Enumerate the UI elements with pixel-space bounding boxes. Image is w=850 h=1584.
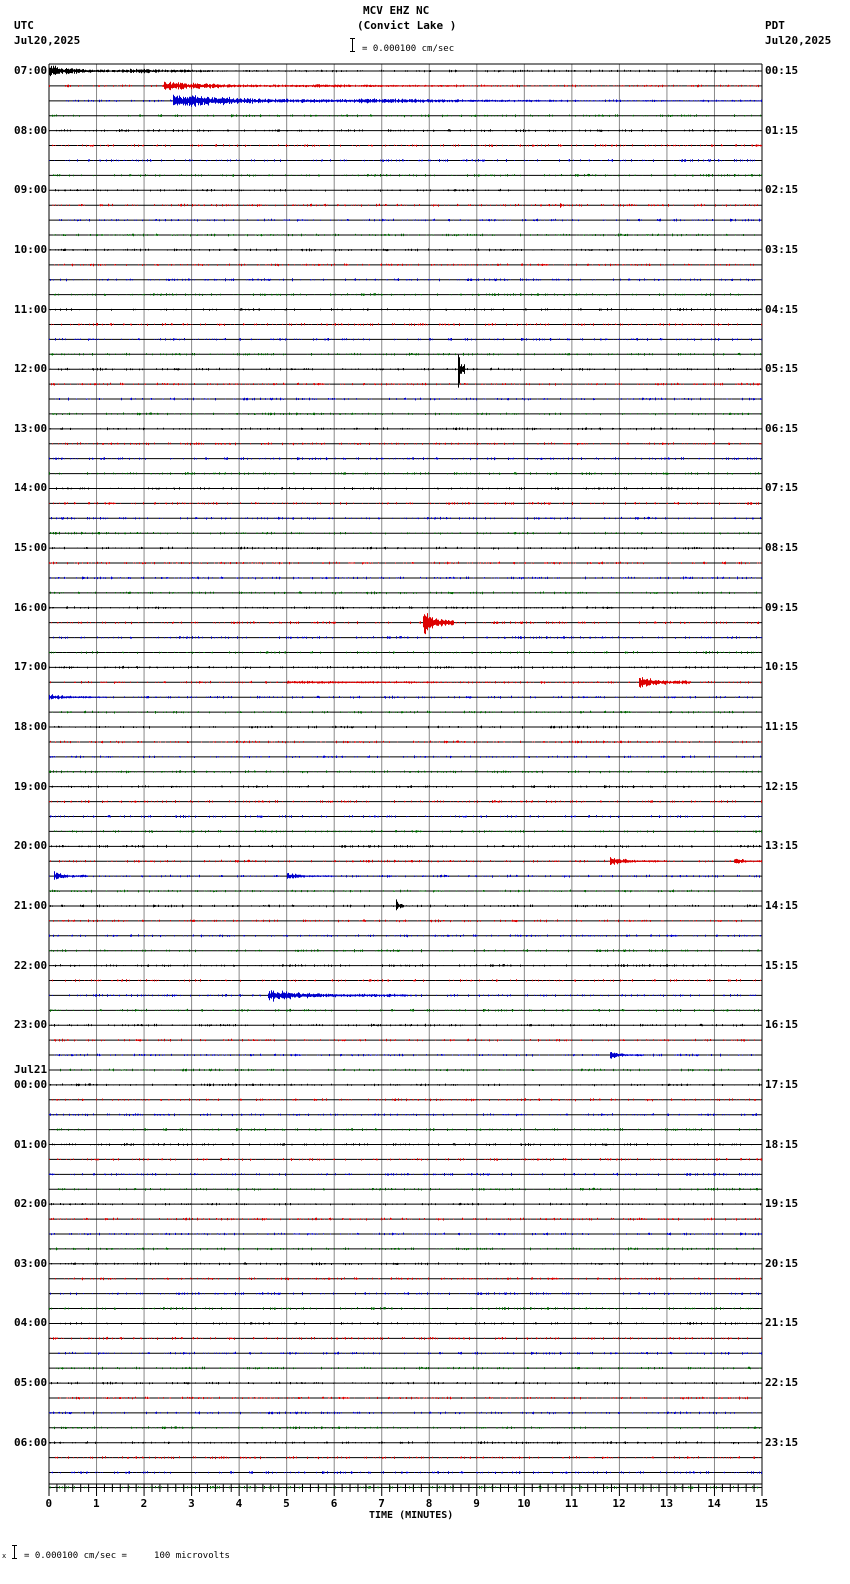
- pdt-hour-label: 09:15: [765, 600, 799, 614]
- x-tick-label: 13: [659, 1497, 674, 1510]
- utc-hour-label: 16:00: [14, 600, 48, 614]
- pdt-hour-label: 08:15: [765, 541, 799, 555]
- footer-prefix: x: [2, 1552, 7, 1560]
- utc-hour-label: 09:00: [14, 183, 48, 197]
- pdt-hour-label: 23:15: [765, 1435, 799, 1449]
- pdt-hour-label: 11:15: [765, 720, 799, 734]
- utc-hour-label: 00:00: [14, 1077, 48, 1091]
- utc-hour-label: 13:00: [14, 421, 48, 435]
- x-tick-label: 9: [473, 1497, 480, 1510]
- utc-hour-label: 15:00: [14, 541, 48, 555]
- x-tick-label: 5: [283, 1497, 290, 1510]
- pdt-hour-label: 20:15: [765, 1256, 799, 1270]
- footer-scale-label: = 0.000100 cm/sec = 100 microvolts: [24, 1551, 230, 1561]
- pdt-hour-label: 04:15: [765, 302, 799, 316]
- pdt-hour-label: 05:15: [765, 362, 799, 376]
- utc-hour-label: 22:00: [14, 958, 48, 972]
- x-tick-label: 15: [755, 1497, 769, 1510]
- date-change-label: Jul21: [14, 1062, 48, 1076]
- utc-hour-label: 04:00: [14, 1316, 48, 1330]
- utc-hour-label: 05:00: [14, 1376, 48, 1390]
- utc-hour-label: 23:00: [14, 1018, 48, 1032]
- pdt-hour-label: 19:15: [765, 1197, 799, 1211]
- scale-label: = 0.000100 cm/sec: [362, 44, 455, 54]
- x-tick-label: 12: [612, 1497, 626, 1510]
- x-axis-title: TIME (MINUTES): [369, 1510, 454, 1521]
- scale-bar-icon: [350, 38, 355, 52]
- footer-scale-bar-icon: [12, 1545, 17, 1559]
- pdt-hour-label: 03:15: [765, 242, 799, 256]
- pdt-hour-label: 13:15: [765, 839, 799, 853]
- right-timezone: PDT: [765, 19, 785, 32]
- pdt-hour-label: 07:15: [765, 481, 799, 495]
- pdt-hour-label: 10:15: [765, 660, 799, 674]
- utc-hour-label: 11:00: [14, 302, 48, 316]
- x-tick-label: 6: [330, 1497, 338, 1510]
- utc-hour-label: 20:00: [14, 839, 48, 853]
- pdt-hour-label: 02:15: [765, 183, 799, 197]
- pdt-hour-label: 01:15: [765, 123, 799, 137]
- x-tick-label: 14: [707, 1497, 721, 1510]
- pdt-hour-label: 15:15: [765, 958, 799, 972]
- station-location: (Convict Lake ): [357, 19, 457, 32]
- pdt-hour-label: 16:15: [765, 1018, 799, 1032]
- utc-hour-label: 07:00: [14, 64, 48, 77]
- utc-hour-label: 17:00: [14, 660, 48, 674]
- right-date: Jul20,2025: [765, 34, 832, 47]
- x-tick-label: 0: [45, 1497, 53, 1510]
- utc-hour-label: 08:00: [14, 123, 48, 137]
- utc-hour-label: 18:00: [14, 720, 48, 734]
- pdt-hour-label: 21:15: [765, 1316, 799, 1330]
- pdt-hour-label: 00:15: [765, 64, 799, 77]
- utc-hour-label: 12:00: [14, 362, 48, 376]
- utc-hour-label: 10:00: [14, 242, 48, 256]
- x-tick-label: 3: [188, 1497, 195, 1510]
- utc-hour-label: 21:00: [14, 898, 48, 912]
- left-timezone: UTC: [14, 19, 34, 32]
- pdt-hour-label: 06:15: [765, 421, 799, 435]
- utc-hour-label: 01:00: [14, 1137, 48, 1151]
- pdt-hour-label: 22:15: [765, 1376, 799, 1390]
- x-tick-label: 11: [564, 1497, 579, 1510]
- x-tick-label: 1: [93, 1497, 100, 1510]
- utc-hour-label: 14:00: [14, 481, 48, 495]
- utc-hour-label: 06:00: [14, 1435, 48, 1449]
- pdt-hour-label: 12:15: [765, 779, 799, 793]
- x-tick-label: 8: [425, 1497, 433, 1510]
- utc-hour-label: 02:00: [14, 1197, 48, 1211]
- pdt-hour-label: 18:15: [765, 1137, 799, 1151]
- x-tick-label: 4: [235, 1497, 243, 1510]
- pdt-hour-label: 14:15: [765, 898, 799, 912]
- utc-hour-label: 19:00: [14, 779, 48, 793]
- x-tick-label: 2: [140, 1497, 148, 1510]
- x-tick-label: 10: [517, 1497, 531, 1510]
- station-title: MCV EHZ NC: [363, 4, 430, 17]
- left-date: Jul20,2025: [14, 34, 81, 47]
- x-tick-label: 7: [378, 1497, 385, 1510]
- utc-hour-label: 03:00: [14, 1256, 48, 1270]
- pdt-hour-label: 17:15: [765, 1077, 799, 1091]
